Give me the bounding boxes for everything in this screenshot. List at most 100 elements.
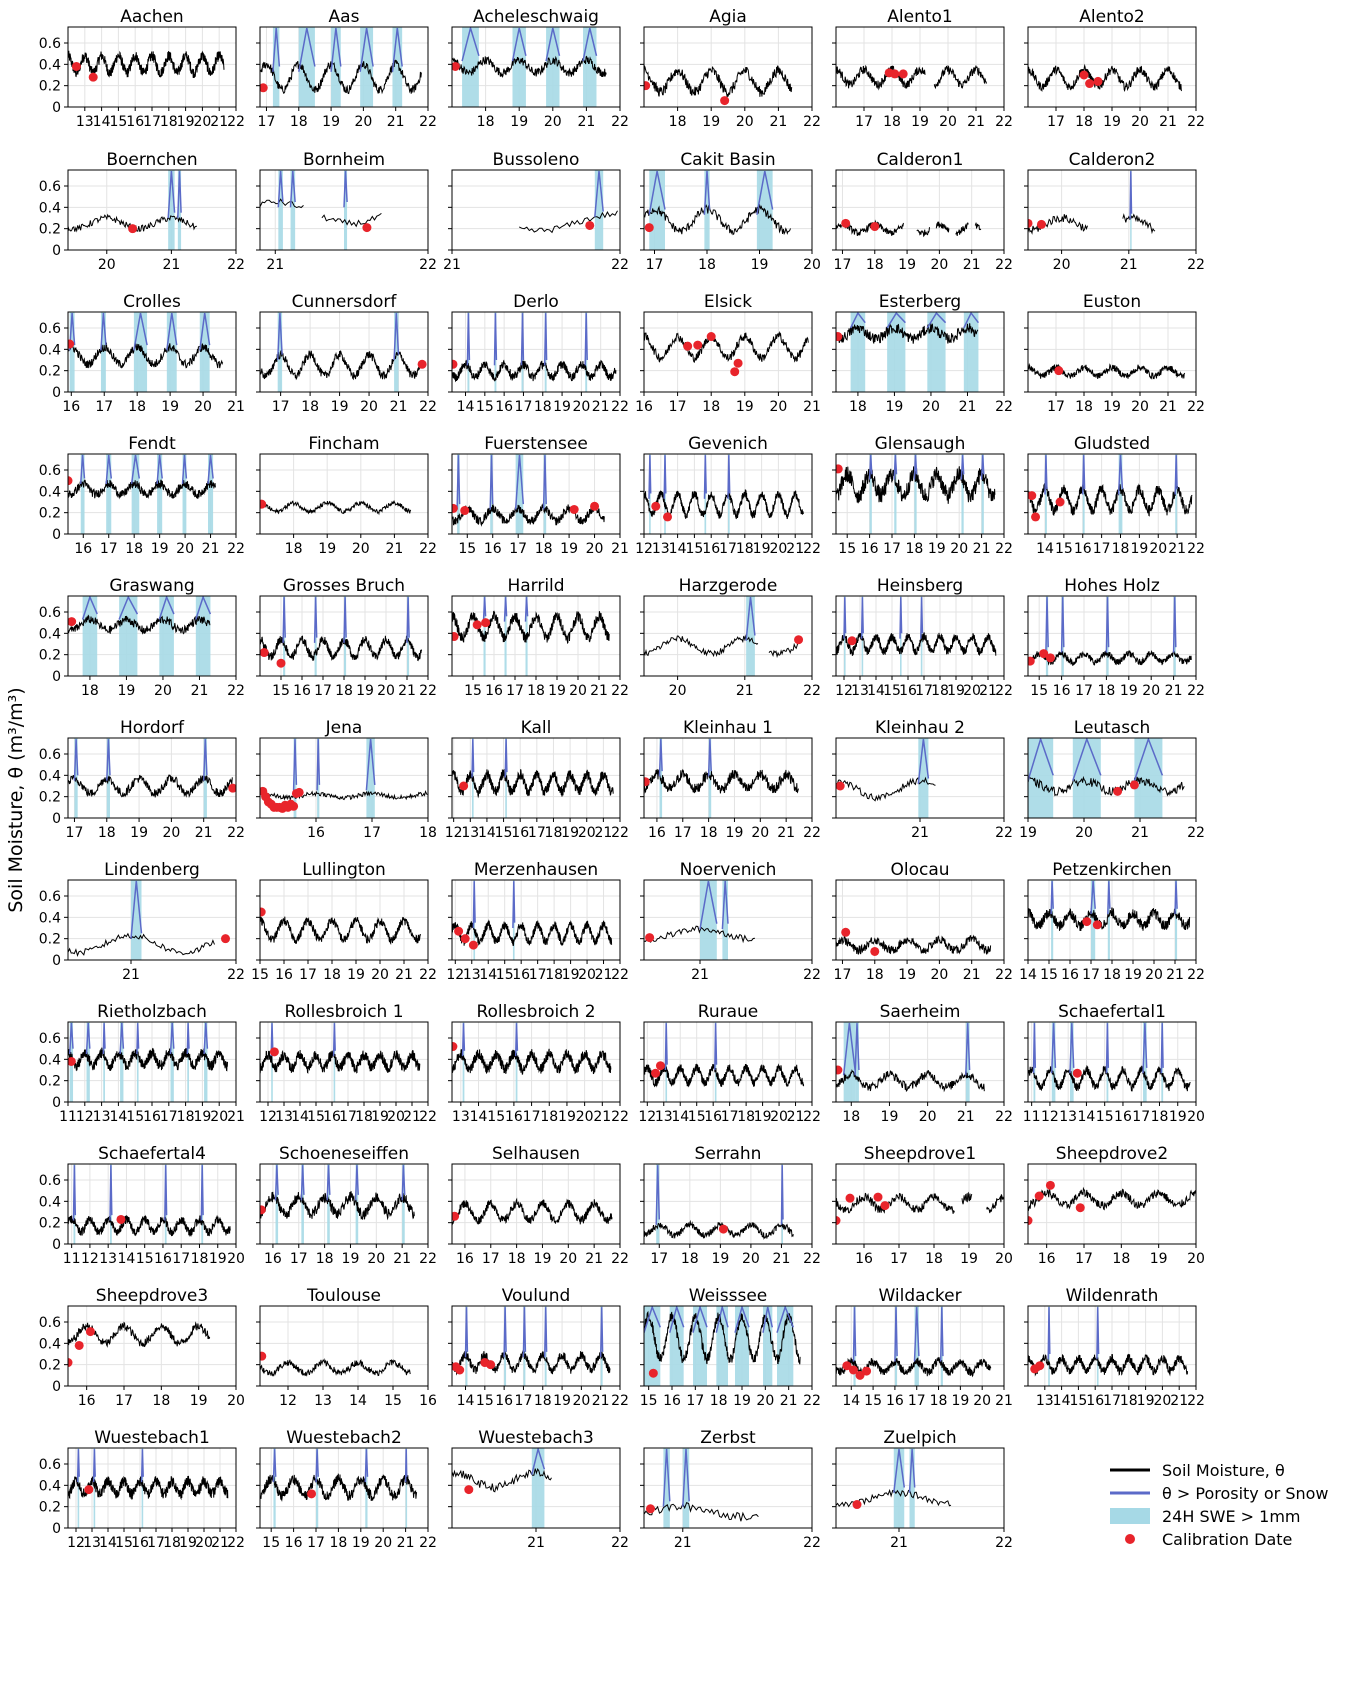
snow-band xyxy=(136,1022,139,1102)
y-tick-label: 0 xyxy=(52,811,61,827)
x-tick-label: 17 xyxy=(834,967,852,983)
snow-band xyxy=(855,1022,859,1102)
x-tick-label: 18 xyxy=(355,1109,373,1125)
flag-series xyxy=(1047,1307,1051,1360)
x-tick-label: 14 xyxy=(671,1109,689,1125)
x-tick-label: 21 xyxy=(777,825,795,841)
flag-series xyxy=(472,881,476,929)
panel-frame xyxy=(259,169,429,251)
x-tick-label: 17 xyxy=(147,1535,165,1551)
x-tick-label: 20 xyxy=(995,1251,1013,1267)
x-tick-label: 22 xyxy=(419,257,437,273)
panel-frame xyxy=(643,169,813,251)
x-tick-label: 19 xyxy=(553,399,571,415)
panel: Serrahn 17 18 19 20 21 22 xyxy=(640,1144,821,1267)
panel-frame xyxy=(259,1163,429,1245)
calibration-dot xyxy=(228,783,236,793)
x-tick-label: 21 xyxy=(890,1535,908,1551)
flag-series xyxy=(963,312,979,329)
y-tick-label: 0.4 xyxy=(39,626,61,642)
panel-plot xyxy=(260,312,428,392)
flag-series xyxy=(466,313,471,366)
panel-title: Wuestebach3 xyxy=(478,1428,594,1448)
flag-series xyxy=(289,171,296,208)
x-tick-label: 22 xyxy=(419,1109,437,1125)
panel-title: Jena xyxy=(325,718,363,738)
panel-title: Cunnersdorf xyxy=(292,292,398,312)
moisture-series xyxy=(644,925,755,944)
flag-series xyxy=(692,1306,708,1333)
moisture-series xyxy=(452,1048,612,1075)
x-tick-label: 20 xyxy=(963,683,981,699)
flag-series xyxy=(893,1448,906,1493)
panel-plot xyxy=(644,27,812,107)
flag-series xyxy=(343,597,347,643)
y-tick-label: 0.6 xyxy=(39,1457,61,1473)
panel-title: Kall xyxy=(521,718,552,738)
flag-series xyxy=(81,596,98,620)
x-tick-label: 21 xyxy=(211,1535,229,1551)
calibration-dot xyxy=(655,1061,665,1071)
panel-title: Schaefertal1 xyxy=(1058,1002,1166,1022)
snow-band xyxy=(649,454,651,534)
calibration-dot xyxy=(1028,1216,1033,1226)
moisture-series xyxy=(644,768,800,794)
flag-series xyxy=(599,1307,604,1358)
y-tick-label: 0.6 xyxy=(39,36,61,52)
x-tick-label: 18 xyxy=(527,683,545,699)
snow-band xyxy=(166,312,177,392)
snow-band xyxy=(763,1306,773,1386)
panel-frame xyxy=(835,879,1005,961)
flag-series xyxy=(272,1449,277,1483)
panel-title: Calderon2 xyxy=(1069,150,1156,170)
snow-band xyxy=(894,1306,898,1386)
x-tick-label: 16 xyxy=(1053,683,1071,699)
calibration-dot xyxy=(852,1500,862,1510)
x-tick-label: 19 xyxy=(1103,399,1121,415)
panel-title: Selhausen xyxy=(492,1144,580,1164)
calibration-dot xyxy=(645,933,655,943)
panel-frame xyxy=(67,453,237,535)
panel-plot xyxy=(68,454,236,534)
snow-band xyxy=(290,170,296,250)
x-tick-label: 13 xyxy=(463,967,481,983)
moisture-series xyxy=(1028,362,1186,380)
calibration-dot xyxy=(1079,70,1089,80)
snow-band xyxy=(869,454,872,534)
snow-band xyxy=(394,312,399,392)
x-tick-label: 13 xyxy=(1036,1393,1054,1409)
flag-series xyxy=(1050,1023,1057,1074)
moisture-series xyxy=(1028,214,1088,235)
panel-title: Agia xyxy=(709,7,747,27)
x-tick-label: 16 xyxy=(154,1251,172,1267)
x-tick-label: 19 xyxy=(711,1251,729,1267)
panel-title: Weisssee xyxy=(689,1286,767,1306)
moisture-series xyxy=(836,934,992,955)
y-tick-label: 0.4 xyxy=(39,57,61,73)
y-tick-label: 0.6 xyxy=(39,321,61,337)
flag-series xyxy=(76,1449,80,1483)
panel-title: Sheepdrove3 xyxy=(96,1286,208,1306)
y-tick-label: 0.2 xyxy=(39,1358,61,1374)
x-tick-label: 18 xyxy=(125,541,143,557)
flag-series xyxy=(860,597,864,639)
x-tick-label: 19 xyxy=(534,1251,552,1267)
x-tick-label: 18 xyxy=(160,114,178,130)
x-tick-label: 17 xyxy=(115,1393,133,1409)
calibration-dot xyxy=(1092,920,1102,930)
x-tick-label: 15 xyxy=(1055,541,1073,557)
x-tick-label: 20 xyxy=(803,257,821,273)
calibration-dot xyxy=(455,1365,465,1375)
calibration-dot xyxy=(71,61,81,71)
panel-plot xyxy=(68,1022,236,1102)
x-tick-label: 19 xyxy=(562,967,580,983)
panel: Calderon1 17 18 19 20 21 22 xyxy=(832,150,1013,273)
x-tick-label: 21 xyxy=(979,683,997,699)
calibration-dot xyxy=(845,1193,855,1203)
flag-series xyxy=(514,455,525,510)
panel: Kleinhau 2 21 22 xyxy=(832,718,1013,841)
x-tick-label: 18 xyxy=(98,825,116,841)
flag-series xyxy=(313,597,318,643)
snow-band xyxy=(100,312,106,392)
